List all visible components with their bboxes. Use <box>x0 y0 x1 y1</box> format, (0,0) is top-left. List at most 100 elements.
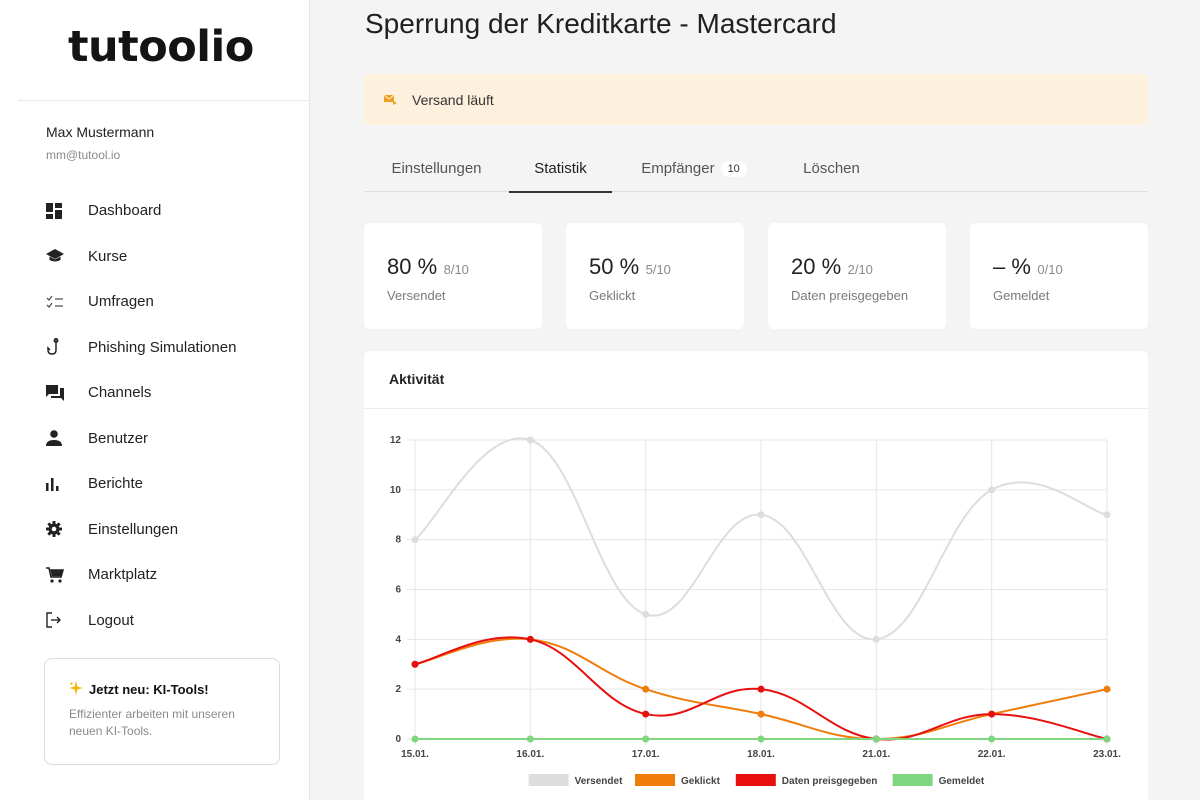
data-point <box>642 685 650 693</box>
stat-card-geklickt: 50 % 5/10 Geklickt <box>566 223 744 329</box>
sidebar-item-label: Dashboard <box>88 202 162 220</box>
stat-value: 50 % <box>589 254 640 279</box>
y-tick-label: 0 <box>395 734 401 745</box>
legend-label: Geklickt <box>681 776 721 787</box>
sidebar-nav: Dashboard Kurse Umfragen Phishing Simula… <box>46 188 296 643</box>
x-tick-label: 16.01. <box>516 749 544 760</box>
cart-icon <box>46 566 88 583</box>
tab-bar: Einstellungen Statistik Empfänger 10 Lös… <box>364 145 1148 193</box>
stats-row: 80 % 8/10 Versendet 50 % 5/10 Geklickt 2… <box>364 223 1148 329</box>
sidebar-item-label: Logout <box>88 611 134 629</box>
user-icon <box>46 430 88 447</box>
sidebar-item-label: Marktplatz <box>88 566 158 584</box>
stat-count: 2/10 <box>847 262 873 277</box>
y-tick-label: 12 <box>390 435 402 446</box>
tab-statistik[interactable]: Statistik <box>509 145 612 193</box>
data-point <box>757 511 765 519</box>
stat-count: 5/10 <box>645 262 671 277</box>
data-point <box>411 536 419 544</box>
recipient-count-badge: 10 <box>720 160 747 177</box>
data-point <box>642 710 650 718</box>
data-point <box>642 610 650 618</box>
legend-swatch <box>528 774 569 786</box>
sidebar-item-umfragen[interactable]: Umfragen <box>46 279 296 325</box>
stat-count: 0/10 <box>1037 262 1063 277</box>
data-point <box>411 735 419 743</box>
stat-card-daten-preisgegeben: 20 % 2/10 Daten preisgegeben <box>768 223 946 329</box>
data-point <box>988 735 996 743</box>
sidebar-item-label: Kurse <box>88 247 128 265</box>
sidebar-item-logout[interactable]: Logout <box>46 598 296 644</box>
data-point <box>988 486 996 494</box>
stat-label: Versendet <box>387 288 446 303</box>
x-tick-label: 23.01. <box>1093 749 1121 760</box>
stat-card-gemeldet: – % 0/10 Gemeldet <box>970 223 1148 329</box>
tab-label: Einstellungen <box>391 160 482 177</box>
chat-icon <box>46 384 88 401</box>
tab-empfaenger[interactable]: Empfänger 10 <box>624 145 764 192</box>
data-point <box>1103 511 1111 519</box>
stat-card-versendet: 80 % 8/10 Versendet <box>364 223 542 329</box>
stat-value: – % <box>993 254 1031 279</box>
logo[interactable]: tutoolio <box>68 22 254 72</box>
data-point <box>642 735 650 743</box>
stat-label: Geklickt <box>589 288 636 303</box>
stat-label: Gemeldet <box>993 288 1050 303</box>
sparkle-icon <box>69 681 83 698</box>
data-point <box>757 710 765 718</box>
sidebar-item-label: Phishing Simulationen <box>88 338 237 356</box>
envelope-send-icon <box>383 92 398 108</box>
tab-label: Löschen <box>803 160 860 177</box>
divider <box>364 408 1148 409</box>
data-point <box>526 436 534 444</box>
tab-label: Empfänger <box>641 160 715 177</box>
data-point <box>757 735 765 743</box>
user-email: mm@tutool.io <box>46 148 121 162</box>
y-tick-label: 10 <box>390 485 402 496</box>
data-point <box>872 635 880 643</box>
sidebar-item-label: Einstellungen <box>88 520 179 538</box>
y-tick-label: 4 <box>395 634 401 645</box>
activity-card: Aktivität 0 2 4 6 8 10 12 15.01. 16.01. 17.01. 18.… <box>364 351 1148 800</box>
user-name: Max Mustermann <box>46 124 155 140</box>
sidebar-item-einstellungen[interactable]: Einstellungen <box>46 507 296 553</box>
sidebar-item-benutzer[interactable]: Benutzer <box>46 416 296 462</box>
sidebar-item-dashboard[interactable]: Dashboard <box>46 188 296 234</box>
x-tick-label: 15.01. <box>401 749 429 760</box>
page-title: Sperrung der Kreditkarte - Mastercard <box>365 8 837 39</box>
sidebar: tutoolio Max Mustermann mm@tutool.io Das… <box>0 0 310 800</box>
gear-icon <box>46 521 88 538</box>
sidebar-item-label: Channels <box>88 384 152 402</box>
tab-loeschen[interactable]: Löschen <box>784 145 879 192</box>
sidebar-item-label: Benutzer <box>88 429 149 447</box>
promo-card[interactable]: Jetzt neu: KI-Tools! Effizienter arbeite… <box>44 658 280 765</box>
sidebar-item-channels[interactable]: Channels <box>46 370 296 416</box>
activity-chart: 0 2 4 6 8 10 12 15.01. 16.01. 17.01. 18.01. 21.01. 2… <box>390 435 1121 787</box>
sidebar-item-label: Berichte <box>88 475 144 493</box>
data-point <box>526 735 534 743</box>
legend-label: Versendet <box>575 776 623 787</box>
sidebar-item-berichte[interactable]: Berichte <box>46 461 296 507</box>
data-point <box>1103 735 1111 743</box>
stat-label: Daten preisgegeben <box>791 288 909 303</box>
graduation-cap-icon <box>46 249 88 263</box>
y-tick-label: 8 <box>395 535 401 546</box>
data-point <box>988 710 996 718</box>
stat-count: 8/10 <box>443 262 469 277</box>
promo-text: Effizienter arbeiten mit unseren neuen K… <box>69 707 235 738</box>
sidebar-item-marktplatz[interactable]: Marktplatz <box>46 552 296 598</box>
tab-einstellungen[interactable]: Einstellungen <box>364 145 509 192</box>
data-point <box>526 635 534 643</box>
sidebar-item-label: Umfragen <box>88 293 154 311</box>
sidebar-item-phishing[interactable]: Phishing Simulationen <box>46 325 296 371</box>
status-banner: Versand läuft <box>364 74 1148 125</box>
x-tick-label: 18.01. <box>747 749 775 760</box>
banner-text: Versand läuft <box>412 91 494 108</box>
fishing-hook-icon <box>46 338 88 356</box>
stat-value: 80 % <box>387 254 438 279</box>
data-point <box>872 735 880 743</box>
bar-chart-icon <box>46 477 88 491</box>
legend-swatch <box>735 774 776 786</box>
legend-label: Gemeldet <box>939 776 985 787</box>
sidebar-item-kurse[interactable]: Kurse <box>46 234 296 280</box>
